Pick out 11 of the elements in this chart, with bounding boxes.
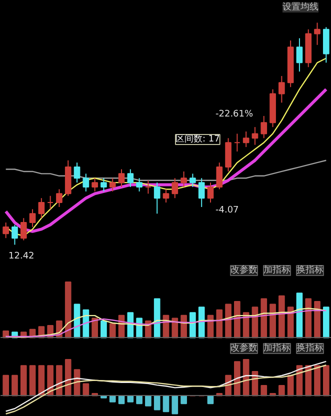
text: 改参数 — [230, 342, 258, 354]
annotation: -4.07 — [216, 206, 239, 216]
annotation: 区间数: 17 — [176, 134, 220, 144]
text: 12.42 — [8, 252, 34, 262]
text: 加指标 — [264, 264, 290, 276]
annotation: -22.61% — [216, 110, 254, 120]
text: 改参数 — [230, 264, 258, 276]
text: 换指标 — [296, 342, 324, 354]
text: 设置均线 — [282, 2, 318, 12]
text: 换指标 — [296, 264, 324, 276]
text: 加指标 — [264, 342, 290, 354]
